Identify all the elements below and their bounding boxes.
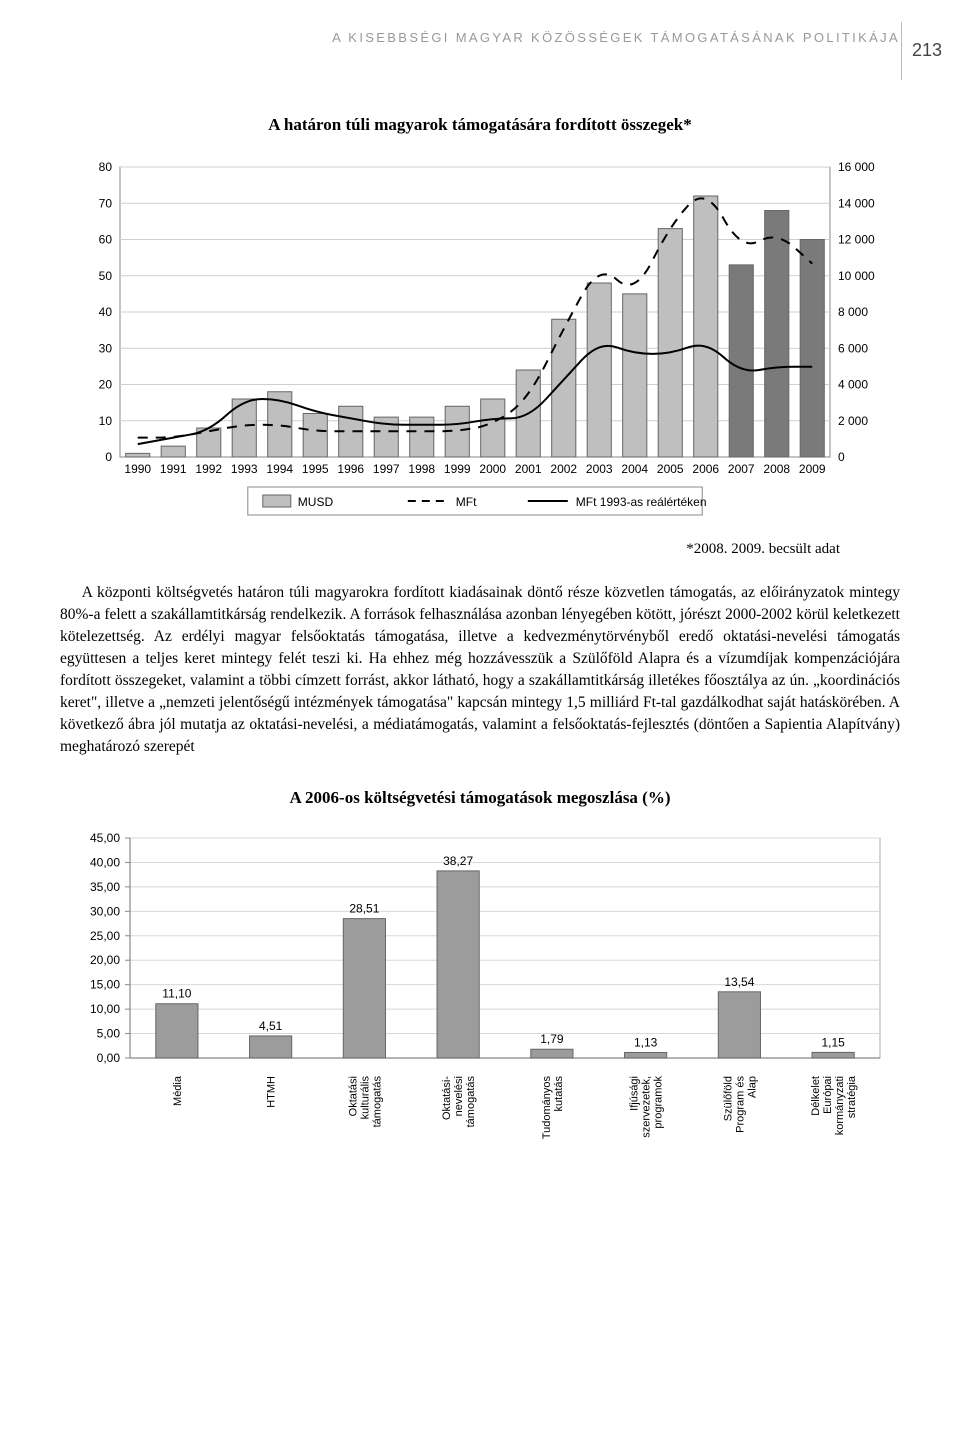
- svg-text:0: 0: [105, 450, 112, 464]
- chart1: 0 10 20 30 40 50 60 70 80 0 2 000 4 000 6 000 8 000 10…: [60, 157, 900, 527]
- svg-text:80: 80: [99, 160, 113, 174]
- svg-text:kormányzati: kormányzati: [834, 1076, 846, 1135]
- svg-text:2 000: 2 000: [838, 414, 868, 428]
- svg-text:5,00: 5,00: [97, 1027, 121, 1041]
- svg-text:10: 10: [99, 414, 113, 428]
- svg-text:1997: 1997: [373, 462, 400, 476]
- svg-text:4 000: 4 000: [838, 378, 868, 392]
- svg-text:70: 70: [99, 196, 113, 210]
- svg-text:6 000: 6 000: [838, 341, 868, 355]
- svg-text:25,00: 25,00: [90, 929, 120, 943]
- svg-text:28,51: 28,51: [349, 902, 379, 916]
- svg-text:HTMH: HTMH: [266, 1076, 278, 1108]
- svg-text:1995: 1995: [302, 462, 329, 476]
- svg-text:4,51: 4,51: [259, 1019, 283, 1033]
- svg-text:2007: 2007: [728, 462, 755, 476]
- svg-text:Szülőföld: Szülőföld: [722, 1076, 734, 1121]
- svg-text:20: 20: [99, 378, 113, 392]
- chart1-title: A határon túli magyarok támogatására for…: [60, 115, 900, 135]
- svg-text:45,00: 45,00: [90, 831, 120, 845]
- svg-text:8 000: 8 000: [838, 305, 868, 319]
- svg-text:1,13: 1,13: [634, 1035, 658, 1049]
- svg-text:1999: 1999: [444, 462, 471, 476]
- svg-text:20,00: 20,00: [90, 953, 120, 967]
- svg-text:stratégia: stratégia: [846, 1075, 858, 1118]
- svg-text:támogatás: támogatás: [371, 1076, 383, 1128]
- svg-text:38,27: 38,27: [443, 854, 473, 868]
- svg-text:50: 50: [99, 269, 113, 283]
- svg-text:0: 0: [838, 450, 845, 464]
- svg-text:1990: 1990: [124, 462, 151, 476]
- svg-text:támogatás: támogatás: [465, 1076, 477, 1128]
- svg-text:12 000: 12 000: [838, 233, 875, 247]
- svg-text:nevelési: nevelési: [453, 1076, 465, 1116]
- svg-text:Tudományos: Tudományos: [541, 1076, 553, 1140]
- svg-text:Ifjúsági: Ifjúsági: [629, 1076, 641, 1111]
- body-paragraph: A központi költségvetés határon túli mag…: [60, 582, 900, 758]
- svg-text:programok: programok: [653, 1076, 665, 1129]
- svg-text:MUSD: MUSD: [298, 495, 334, 509]
- svg-text:40,00: 40,00: [90, 855, 120, 869]
- svg-text:Európai: Európai: [822, 1076, 834, 1114]
- svg-text:2003: 2003: [586, 462, 613, 476]
- chart2-svg: 0,00 5,00 10,00 15,00 20,00 25,00 30,00 35,00 40…: [70, 828, 890, 1148]
- svg-text:2004: 2004: [621, 462, 648, 476]
- chart1-footnote: *2008. 2009. becsült adat: [60, 541, 840, 558]
- svg-text:40: 40: [99, 305, 113, 319]
- svg-text:MFt 1993-as reálértéken: MFt 1993-as reálértéken: [576, 495, 707, 509]
- svg-text:2000: 2000: [479, 462, 506, 476]
- svg-text:2006: 2006: [692, 462, 719, 476]
- svg-text:1994: 1994: [266, 462, 293, 476]
- page-number: 213: [901, 22, 942, 80]
- svg-text:kulturális: kulturális: [359, 1076, 371, 1120]
- svg-text:1996: 1996: [337, 462, 364, 476]
- svg-text:14 000: 14 000: [838, 196, 875, 210]
- svg-text:1991: 1991: [160, 462, 187, 476]
- running-head: A KISEBBSÉGI MAGYAR KÖZÖSSÉGEK TÁMOGATÁS…: [60, 30, 900, 45]
- svg-text:60: 60: [99, 233, 113, 247]
- svg-text:2002: 2002: [550, 462, 577, 476]
- svg-text:Program és: Program és: [734, 1076, 746, 1133]
- svg-text:Oktatási-: Oktatási-: [441, 1076, 453, 1120]
- svg-text:1998: 1998: [408, 462, 435, 476]
- svg-text:1,15: 1,15: [821, 1035, 845, 1049]
- svg-text:35,00: 35,00: [90, 880, 120, 894]
- svg-text:10 000: 10 000: [838, 269, 875, 283]
- svg-text:0,00: 0,00: [97, 1051, 121, 1065]
- svg-text:30: 30: [99, 341, 113, 355]
- svg-text:13,54: 13,54: [724, 975, 754, 989]
- svg-text:30,00: 30,00: [90, 904, 120, 918]
- svg-text:1992: 1992: [195, 462, 222, 476]
- svg-text:1,79: 1,79: [540, 1032, 564, 1046]
- svg-text:Média: Média: [172, 1075, 184, 1106]
- svg-text:szervezetek,: szervezetek,: [641, 1076, 653, 1138]
- svg-text:15,00: 15,00: [90, 978, 120, 992]
- svg-text:2005: 2005: [657, 462, 684, 476]
- svg-text:Délkelet: Délkelet: [810, 1076, 822, 1116]
- svg-text:2009: 2009: [799, 462, 826, 476]
- svg-text:2001: 2001: [515, 462, 542, 476]
- svg-text:2008: 2008: [763, 462, 790, 476]
- chart2: 0,00 5,00 10,00 15,00 20,00 25,00 30,00 35,00 40…: [60, 828, 900, 1148]
- svg-text:Oktatási: Oktatási: [347, 1076, 359, 1116]
- svg-text:1993: 1993: [231, 462, 258, 476]
- svg-text:16 000: 16 000: [838, 160, 875, 174]
- chart1-svg: 0 10 20 30 40 50 60 70 80 0 2 000 4 000 6 000 8 000 10…: [70, 157, 890, 527]
- svg-text:Alap: Alap: [746, 1076, 758, 1098]
- chart2-title: A 2006-os költségvetési támogatások mego…: [60, 788, 900, 808]
- svg-text:11,10: 11,10: [162, 987, 191, 1001]
- svg-text:kutatás: kutatás: [553, 1076, 565, 1112]
- svg-text:10,00: 10,00: [90, 1002, 120, 1016]
- svg-text:MFt: MFt: [456, 495, 477, 509]
